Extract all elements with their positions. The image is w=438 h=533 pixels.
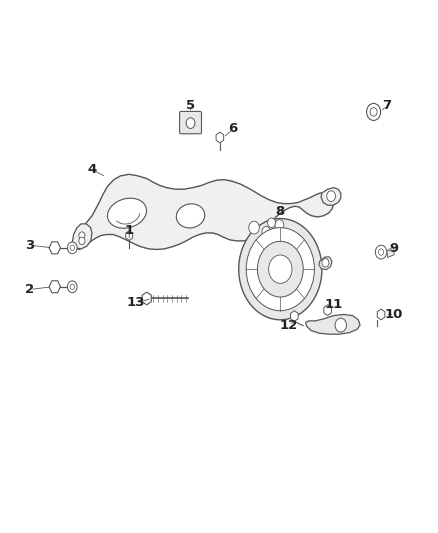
- Circle shape: [335, 318, 346, 332]
- Circle shape: [370, 108, 377, 116]
- Circle shape: [322, 259, 329, 267]
- Circle shape: [378, 249, 384, 255]
- Circle shape: [246, 228, 314, 311]
- Polygon shape: [387, 247, 394, 257]
- Circle shape: [186, 118, 195, 128]
- Polygon shape: [324, 305, 332, 316]
- Circle shape: [268, 218, 276, 228]
- Text: 5: 5: [186, 99, 195, 112]
- Polygon shape: [72, 224, 92, 249]
- Text: 12: 12: [280, 319, 298, 332]
- Polygon shape: [290, 311, 298, 321]
- Polygon shape: [74, 174, 334, 249]
- Polygon shape: [126, 231, 133, 240]
- Circle shape: [67, 281, 77, 293]
- Circle shape: [70, 245, 74, 251]
- Polygon shape: [216, 132, 224, 143]
- Polygon shape: [321, 188, 341, 205]
- Text: 4: 4: [87, 163, 97, 176]
- Circle shape: [268, 255, 292, 284]
- Circle shape: [79, 237, 85, 245]
- Circle shape: [275, 220, 284, 230]
- Circle shape: [70, 284, 74, 289]
- Circle shape: [79, 232, 85, 239]
- Circle shape: [239, 219, 322, 320]
- Circle shape: [258, 241, 303, 297]
- Text: 8: 8: [275, 205, 284, 217]
- Polygon shape: [306, 314, 360, 334]
- Polygon shape: [319, 257, 332, 270]
- Circle shape: [375, 245, 387, 259]
- Polygon shape: [142, 292, 151, 305]
- Circle shape: [67, 242, 77, 254]
- Text: 2: 2: [25, 283, 34, 296]
- Circle shape: [367, 103, 381, 120]
- Polygon shape: [258, 289, 296, 303]
- Polygon shape: [377, 309, 385, 320]
- Polygon shape: [49, 281, 60, 293]
- Circle shape: [262, 227, 271, 237]
- Text: 1: 1: [125, 224, 134, 237]
- Text: 7: 7: [382, 99, 391, 112]
- FancyBboxPatch shape: [180, 111, 201, 134]
- Text: 10: 10: [385, 308, 403, 321]
- Polygon shape: [49, 242, 60, 254]
- Circle shape: [327, 191, 336, 201]
- Text: 3: 3: [25, 239, 35, 252]
- Ellipse shape: [177, 204, 205, 228]
- Text: 13: 13: [127, 296, 145, 309]
- Text: 9: 9: [390, 243, 399, 255]
- Circle shape: [249, 221, 259, 234]
- Text: 6: 6: [228, 123, 238, 135]
- Text: 11: 11: [325, 298, 343, 311]
- Ellipse shape: [107, 198, 147, 228]
